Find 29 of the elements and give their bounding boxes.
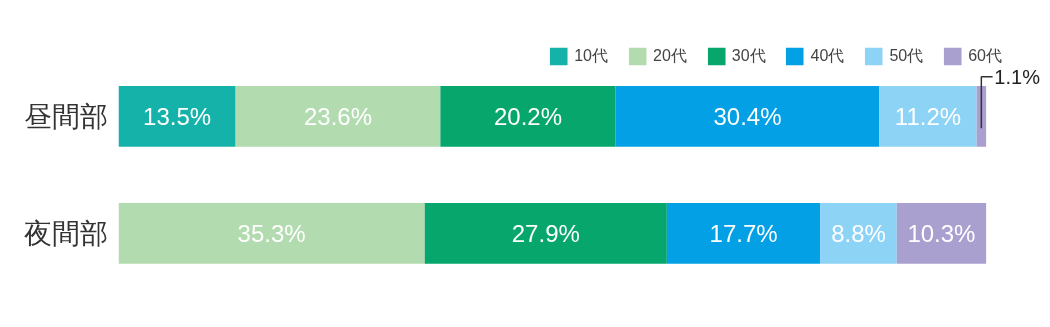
legend-label: 40代	[810, 45, 845, 66]
bar	[896, 202, 987, 264]
bar	[235, 86, 441, 147]
data-label: 13.5%	[143, 102, 212, 130]
data-label: 27.9%	[511, 219, 580, 247]
legend-label: 30代	[731, 45, 766, 66]
data-label: 17.7%	[709, 219, 778, 247]
bar	[615, 86, 880, 147]
data-label: 10.3%	[907, 219, 976, 247]
data-label: 11.2%	[894, 102, 962, 130]
y-tick-label: 昼間部	[23, 100, 108, 132]
bar	[879, 86, 977, 147]
bar	[424, 202, 667, 264]
data-label: 1.1%	[994, 65, 1041, 88]
bar	[440, 86, 616, 147]
data-label: 20.2%	[493, 102, 563, 130]
bar	[666, 202, 821, 264]
data-label: 8.8%	[831, 219, 886, 247]
bar	[118, 86, 236, 147]
legend-label: 60代	[968, 45, 1002, 66]
data-label: 23.6%	[303, 102, 373, 130]
legend-label: 50代	[889, 45, 924, 66]
bar	[820, 202, 897, 264]
legend-label: 10代	[574, 45, 609, 66]
legend-label: 20代	[653, 45, 687, 66]
data-label: 35.3%	[237, 219, 306, 247]
data-label: 30.4%	[713, 102, 782, 130]
y-tick-label: 夜間部	[23, 217, 108, 249]
bar	[118, 202, 425, 264]
